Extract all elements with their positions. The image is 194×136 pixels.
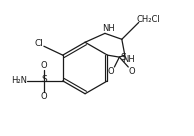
Text: NH: NH — [122, 55, 135, 64]
Text: O: O — [129, 67, 136, 76]
Text: O: O — [107, 67, 114, 76]
Text: CH₂Cl: CH₂Cl — [137, 15, 160, 24]
Text: NH: NH — [103, 24, 115, 33]
Text: O: O — [41, 61, 47, 69]
Text: S: S — [120, 53, 126, 62]
Text: O: O — [41, 92, 47, 101]
Text: Cl: Cl — [35, 39, 43, 48]
Text: S: S — [41, 75, 47, 84]
Text: H₂N: H₂N — [11, 76, 27, 85]
